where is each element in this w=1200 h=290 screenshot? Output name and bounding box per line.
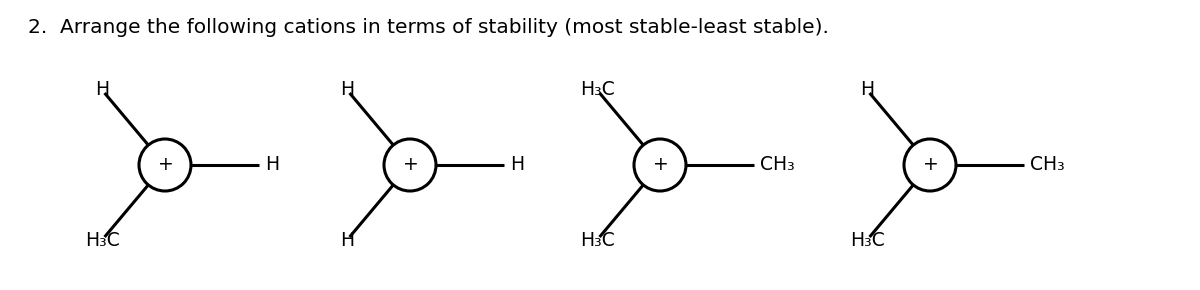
Text: H: H <box>340 80 354 99</box>
Circle shape <box>904 139 956 191</box>
Text: H: H <box>860 80 874 99</box>
Text: H₃C: H₃C <box>580 231 614 250</box>
Text: $+$: $+$ <box>402 155 418 175</box>
Text: $+$: $+$ <box>922 155 938 175</box>
Text: H: H <box>95 80 109 99</box>
Circle shape <box>384 139 436 191</box>
Text: 2.  Arrange the following cations in terms of stability (most stable-least stabl: 2. Arrange the following cations in term… <box>28 18 829 37</box>
Text: CH₃: CH₃ <box>760 155 794 175</box>
Text: CH₃: CH₃ <box>1030 155 1064 175</box>
Circle shape <box>634 139 686 191</box>
Circle shape <box>139 139 191 191</box>
Text: H₃C: H₃C <box>850 231 884 250</box>
Text: H: H <box>340 231 354 250</box>
Text: H₃C: H₃C <box>580 80 614 99</box>
Text: $+$: $+$ <box>157 155 173 175</box>
Text: H: H <box>510 155 524 175</box>
Text: H₃C: H₃C <box>85 231 119 250</box>
Text: $+$: $+$ <box>652 155 668 175</box>
Text: H: H <box>265 155 280 175</box>
